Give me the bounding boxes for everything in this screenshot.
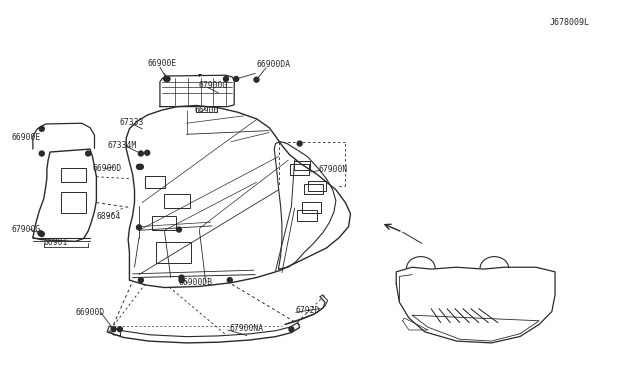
Circle shape: [179, 275, 184, 280]
Circle shape: [164, 76, 169, 81]
Text: 66900: 66900: [194, 106, 219, 115]
Bar: [152, 216, 177, 230]
Circle shape: [165, 76, 170, 81]
Circle shape: [254, 77, 259, 82]
Circle shape: [39, 231, 44, 237]
Circle shape: [138, 164, 143, 169]
Circle shape: [117, 327, 122, 332]
Text: 66900DA: 66900DA: [257, 60, 291, 70]
Bar: [61, 192, 86, 213]
Circle shape: [227, 278, 232, 283]
Bar: [290, 164, 309, 174]
Bar: [156, 242, 191, 263]
Circle shape: [179, 278, 184, 283]
Bar: [294, 161, 310, 170]
Text: J678009L: J678009L: [550, 18, 590, 27]
Bar: [61, 167, 86, 182]
Bar: [164, 194, 191, 208]
Text: 66900DB: 66900DB: [179, 278, 213, 287]
Text: 67900G: 67900G: [12, 225, 40, 234]
Bar: [301, 202, 321, 212]
Circle shape: [38, 231, 43, 236]
Text: 66901: 66901: [44, 238, 68, 247]
Circle shape: [177, 227, 182, 232]
Circle shape: [136, 225, 141, 230]
Circle shape: [164, 76, 169, 81]
Text: 67333: 67333: [120, 118, 144, 127]
Circle shape: [136, 164, 141, 169]
Circle shape: [138, 278, 143, 283]
Circle shape: [289, 327, 294, 332]
Text: 67334M: 67334M: [108, 141, 136, 150]
Circle shape: [86, 151, 91, 156]
Bar: [145, 176, 165, 188]
Circle shape: [39, 126, 44, 131]
Circle shape: [39, 151, 44, 156]
Text: 67900N: 67900N: [319, 165, 348, 174]
Circle shape: [234, 76, 239, 81]
Text: 67900NA: 67900NA: [230, 324, 264, 333]
Bar: [297, 210, 317, 221]
Text: 66900E: 66900E: [12, 133, 40, 142]
Text: 66900D: 66900D: [76, 308, 105, 317]
Text: 66900E: 66900E: [147, 59, 177, 68]
Text: 66900D: 66900D: [93, 164, 122, 173]
Text: 6792D: 6792D: [296, 306, 320, 315]
Circle shape: [111, 327, 116, 332]
Circle shape: [138, 151, 143, 156]
Text: 68964: 68964: [97, 212, 121, 221]
Circle shape: [297, 141, 302, 146]
Text: 67900G: 67900G: [198, 81, 227, 90]
Bar: [308, 181, 326, 191]
Bar: [304, 184, 323, 194]
Circle shape: [145, 150, 150, 155]
Circle shape: [223, 76, 228, 81]
